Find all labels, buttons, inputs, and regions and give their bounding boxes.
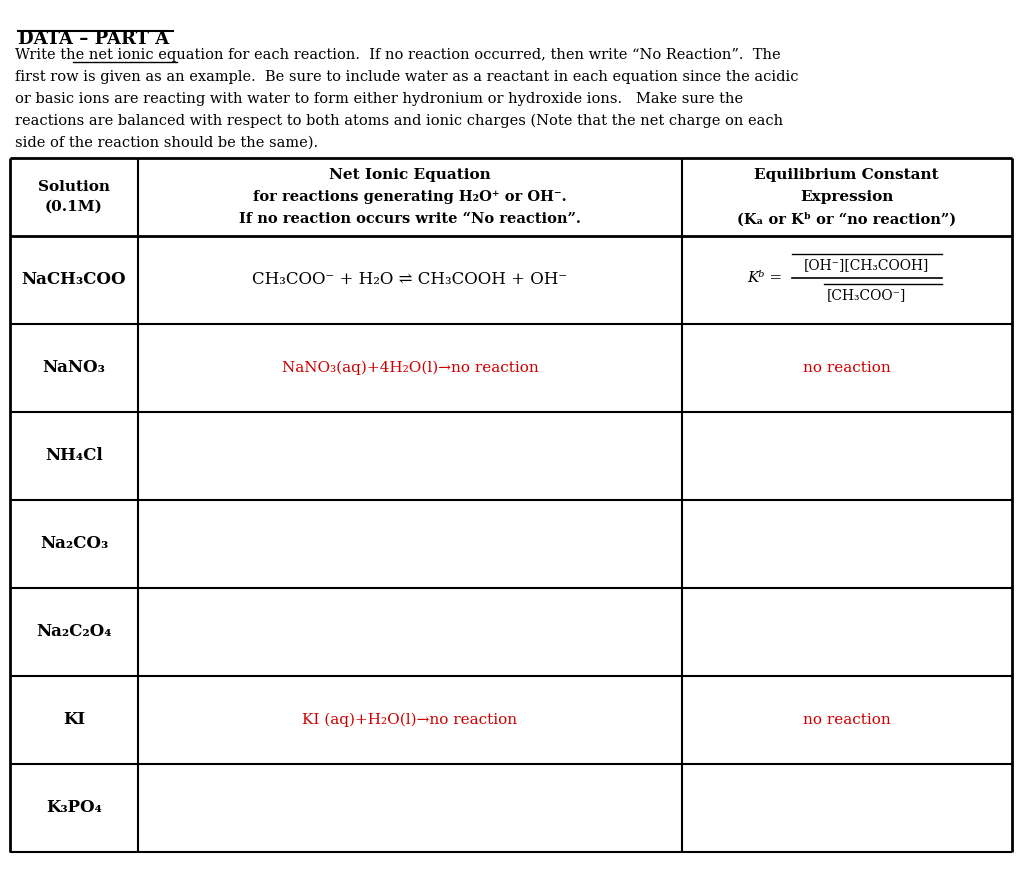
Text: NH₄Cl: NH₄Cl — [45, 447, 102, 465]
Text: first row is given as an example.  Be sure to include water as a reactant in eac: first row is given as an example. Be sur… — [15, 70, 799, 84]
Text: KI: KI — [62, 711, 85, 729]
Text: Kᵇ =: Kᵇ = — [746, 271, 786, 285]
Text: [OH⁻][CH₃COOH]: [OH⁻][CH₃COOH] — [804, 258, 930, 272]
Text: Net Ionic Equation: Net Ionic Equation — [329, 168, 490, 182]
Text: for reactions generating H₂O⁺ or OH⁻.: for reactions generating H₂O⁺ or OH⁻. — [253, 190, 566, 204]
Text: Solution: Solution — [38, 180, 110, 194]
Text: no reaction: no reaction — [803, 713, 891, 727]
Text: Na₂C₂O₄: Na₂C₂O₄ — [36, 624, 112, 640]
Text: reactions are balanced with respect to both atoms and ionic charges (Note that t: reactions are balanced with respect to b… — [15, 114, 783, 128]
Text: (0.1M): (0.1M) — [45, 200, 102, 214]
Text: NaNO₃(aq)+4H₂O(l)→no reaction: NaNO₃(aq)+4H₂O(l)→no reaction — [282, 360, 539, 375]
Text: (Kₐ or Kᵇ or “no reaction”): (Kₐ or Kᵇ or “no reaction”) — [737, 212, 956, 226]
Text: no reaction: no reaction — [803, 361, 891, 375]
Text: If no reaction occurs write “No reaction”.: If no reaction occurs write “No reaction… — [239, 212, 581, 226]
Text: Equilibrium Constant: Equilibrium Constant — [755, 168, 939, 182]
Text: Write the net ionic equation for each reaction.  If no reaction occurred, then w: Write the net ionic equation for each re… — [15, 48, 780, 62]
Text: CH₃COO⁻ + H₂O ⇌ CH₃COOH + OH⁻: CH₃COO⁻ + H₂O ⇌ CH₃COOH + OH⁻ — [252, 272, 567, 289]
Text: KI (aq)+H₂O(l)→no reaction: KI (aq)+H₂O(l)→no reaction — [302, 713, 517, 727]
Text: or basic ions are reacting with water to form either hydronium or hydroxide ions: or basic ions are reacting with water to… — [15, 92, 743, 106]
Text: Na₂CO₃: Na₂CO₃ — [40, 536, 108, 553]
Text: [CH₃COO⁻]: [CH₃COO⁻] — [827, 288, 906, 302]
Text: NaCH₃COO: NaCH₃COO — [22, 272, 126, 289]
Text: K₃PO₄: K₃PO₄ — [46, 800, 101, 816]
Text: side of the reaction should be the same).: side of the reaction should be the same)… — [15, 136, 318, 150]
Text: Expression: Expression — [800, 190, 893, 204]
Text: DATA – PART A: DATA – PART A — [18, 30, 169, 48]
Text: NaNO₃: NaNO₃ — [42, 360, 105, 376]
